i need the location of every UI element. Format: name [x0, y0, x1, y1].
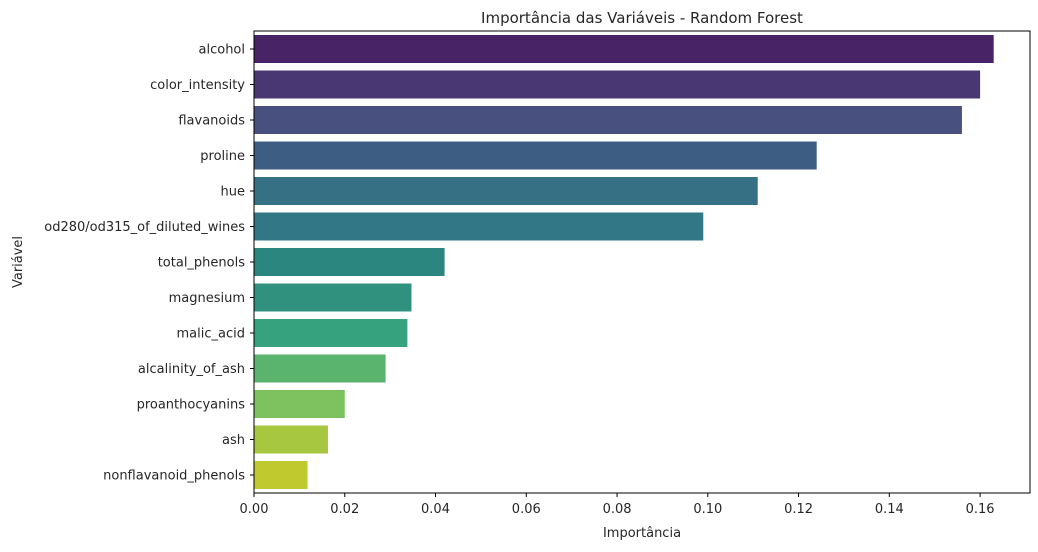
y-tick-label-10: proanthocyanins	[137, 398, 246, 413]
x-tick-label-0: 0.00	[240, 502, 269, 517]
bar-11	[254, 425, 328, 454]
y-tick-label-1: color_intensity	[150, 78, 245, 93]
x-tick-label-8: 0.16	[966, 502, 995, 517]
x-axis-ticks: 0.00 0.02 0.04 0.06 0.08 0.10 0.12 0.14 0.16	[240, 493, 995, 517]
bar-9	[254, 354, 386, 383]
bar-2	[254, 106, 962, 134]
plot-frame	[253, 30, 1031, 494]
x-tick-label-4: 0.08	[603, 502, 632, 517]
y-tick-label-4: hue	[221, 185, 245, 200]
bar-3	[254, 141, 817, 170]
bar-4	[254, 177, 758, 205]
bar-8	[254, 319, 408, 347]
y-tick-label-3: proline	[200, 149, 245, 164]
x-tick-label-6: 0.12	[784, 502, 813, 517]
bar-1	[254, 70, 981, 99]
bar-6	[254, 248, 445, 276]
x-tick-label-1: 0.02	[330, 502, 359, 517]
y-axis-ticks: alcohol color_intensity flavanoids proline h…	[44, 43, 254, 484]
y-tick-label-9: alcalinity_of_ash	[138, 362, 245, 377]
x-tick-label-7: 0.14	[875, 502, 904, 517]
bar-12	[254, 461, 308, 489]
y-tick-label-2: flavanoids	[178, 114, 245, 129]
y-tick-label-6: total_phenols	[158, 256, 246, 271]
x-tick-label-3: 0.06	[512, 502, 541, 517]
y-tick-label-11: ash	[222, 433, 245, 448]
x-axis-label: Importância	[603, 526, 681, 541]
x-tick-label-5: 0.10	[693, 502, 722, 517]
y-tick-label-8: malic_acid	[177, 327, 245, 342]
y-tick-label-7: magnesium	[169, 291, 245, 306]
y-tick-label-0: alcohol	[199, 43, 245, 58]
bars-group	[254, 35, 994, 489]
bar-5	[254, 212, 704, 241]
chart-title: Importância das Variáveis - Random Fores…	[481, 9, 803, 27]
bar-10	[254, 390, 345, 418]
y-tick-label-12: nonflavanoid_phenols	[103, 469, 245, 484]
y-tick-label-5: od280/od315_of_diluted_wines	[44, 220, 245, 235]
y-axis-label: Variável	[11, 236, 26, 288]
bar-7	[254, 283, 412, 312]
x-tick-label-2: 0.04	[421, 502, 450, 517]
bar-0	[254, 35, 994, 63]
